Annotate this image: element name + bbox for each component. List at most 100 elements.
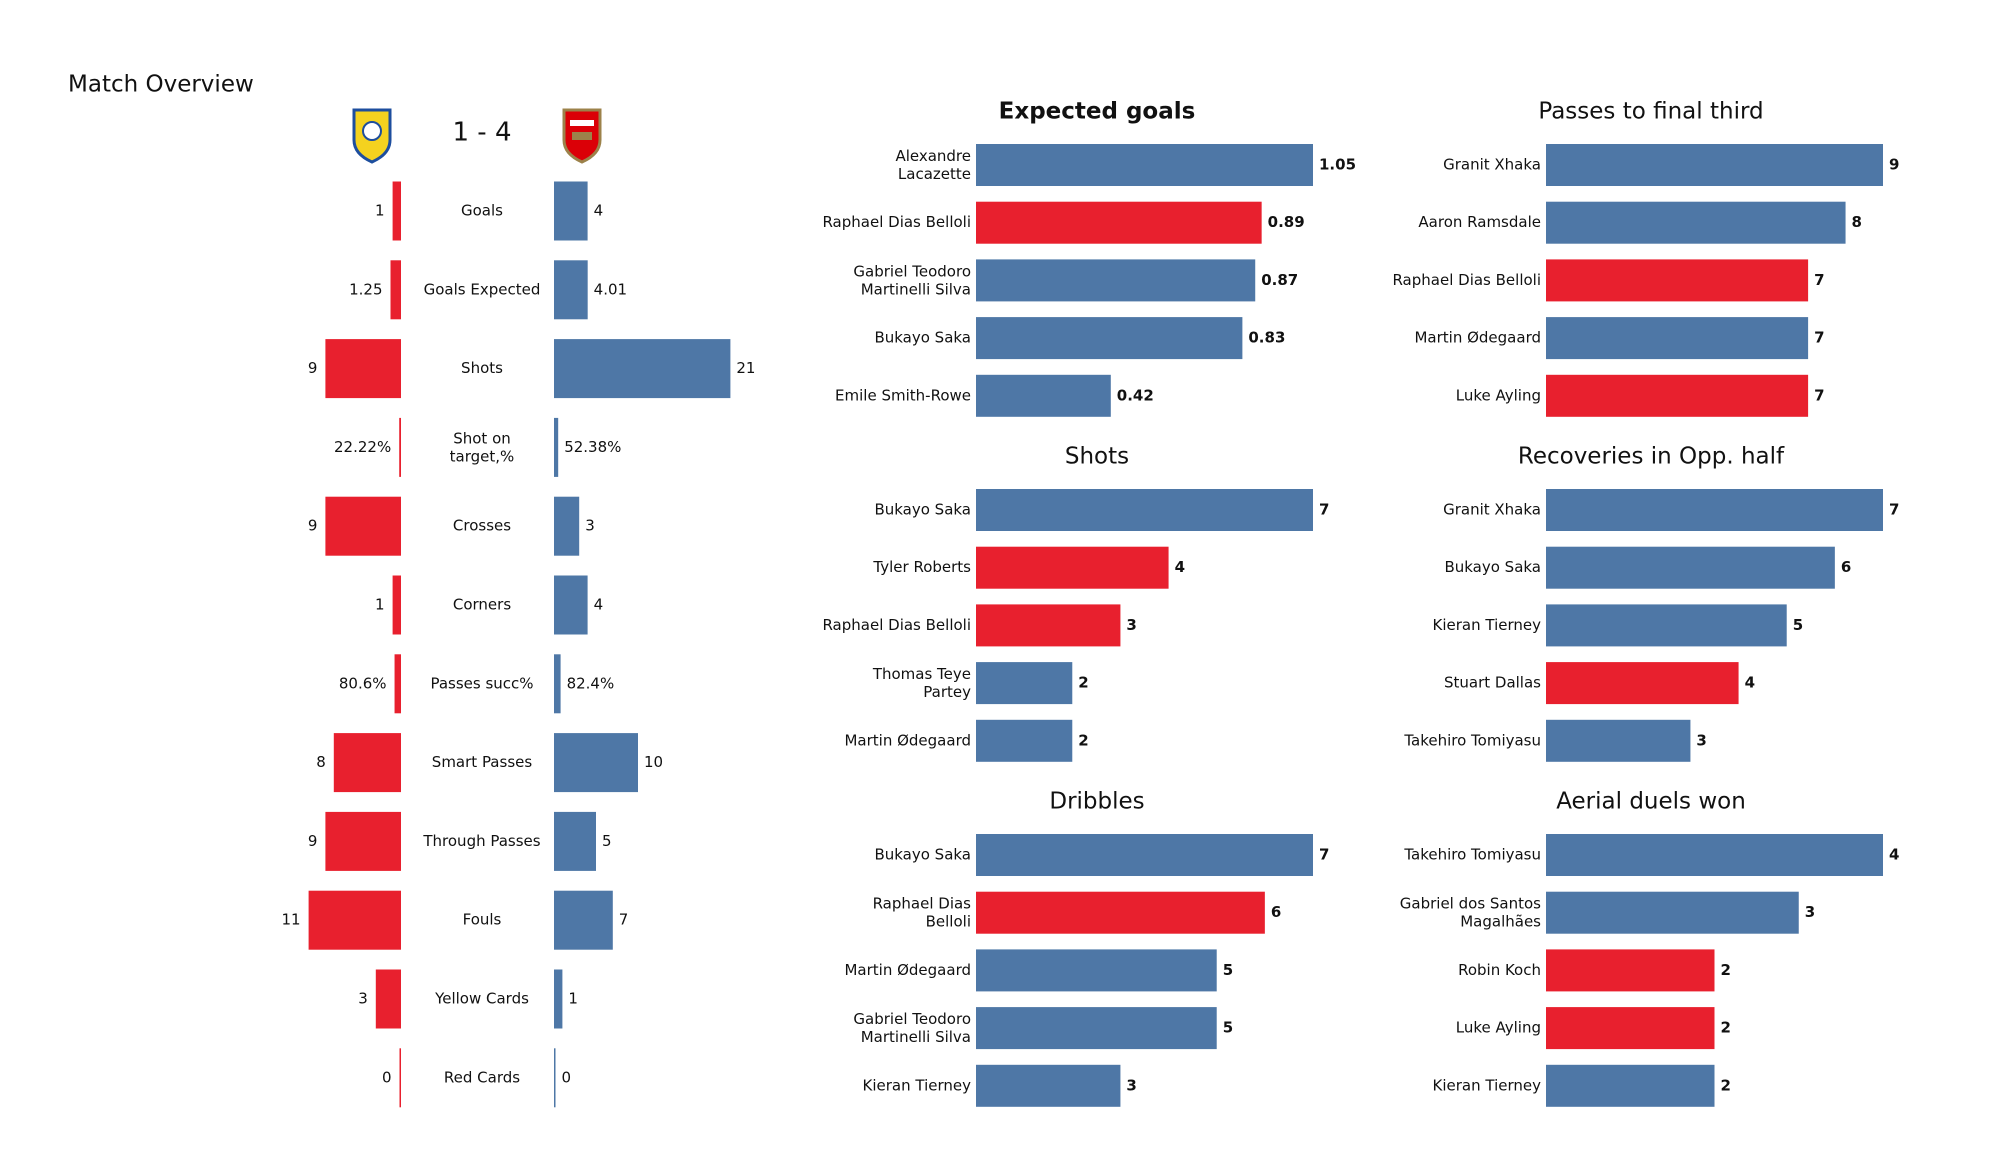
player-label: Granit Xhaka: [1443, 156, 1541, 174]
away-bar: [554, 1048, 556, 1108]
home-bar: [390, 260, 401, 320]
home-value-label: 1: [375, 202, 385, 220]
player-label: Gabriel Teodoro Martinelli Silva: [853, 1010, 971, 1046]
home-value-label: 9: [308, 832, 318, 850]
bar: [976, 546, 1169, 589]
away-value-label: 82.4%: [567, 674, 615, 692]
value-label: 2: [1078, 674, 1088, 692]
home-value-label: 8: [316, 753, 326, 771]
player-label: Kieran Tierney: [863, 1076, 972, 1094]
player-label: Takehiro Tomiyasu: [1403, 846, 1541, 864]
away-value-label: 4: [594, 202, 604, 220]
home-bar: [325, 496, 401, 556]
value-label: 0.42: [1117, 386, 1154, 404]
home-value-label: 9: [308, 359, 318, 377]
away-logo: [562, 108, 602, 164]
away-bar: [554, 969, 563, 1029]
home-value-label: 0: [382, 1068, 392, 1086]
player-label: Luke Ayling: [1456, 1019, 1541, 1037]
bar: [976, 834, 1313, 876]
player-label: Gabriel Teodoro Martinelli Silva: [853, 262, 971, 298]
home-bar: [325, 811, 401, 871]
metric-label: Crosses: [453, 517, 511, 535]
player-label: Luke Ayling: [1456, 386, 1541, 404]
bar: [976, 374, 1111, 417]
metric-label: Shots: [461, 359, 503, 377]
player-label: Stuart Dallas: [1444, 674, 1541, 692]
chart-title: Shots: [1065, 444, 1129, 470]
chart-title: Expected goals: [999, 99, 1196, 125]
bar: [1546, 546, 1835, 589]
value-label: 7: [1319, 501, 1329, 519]
bar: [976, 1064, 1121, 1107]
bar: [976, 489, 1313, 531]
bar: [1546, 834, 1883, 876]
bar: [976, 891, 1265, 934]
away-value-label: 7: [619, 911, 629, 929]
home-bar: [325, 339, 401, 399]
home-bar: [308, 890, 401, 950]
away-bar: [554, 417, 559, 477]
value-label: 2: [1721, 1076, 1731, 1094]
player-label: Raphael Dias Belloli: [822, 213, 971, 231]
home-bar: [399, 417, 401, 477]
value-label: 8: [1852, 213, 1862, 231]
value-label: 2: [1721, 961, 1731, 979]
home-bar: [375, 969, 401, 1029]
player-label: Martin Ødegaard: [844, 961, 971, 979]
bar: [1546, 719, 1691, 762]
chart-title: Recoveries in Opp. half: [1518, 444, 1785, 470]
player-label: Kieran Tierney: [1433, 616, 1542, 634]
player-label: Aaron Ramsdale: [1418, 213, 1541, 231]
value-label: 3: [1805, 903, 1815, 921]
bar: [1546, 949, 1715, 992]
home-bar: [394, 654, 401, 714]
away-bar: [554, 496, 580, 556]
player-label: Robin Koch: [1458, 961, 1541, 979]
home-value-label: 22.22%: [334, 438, 391, 456]
value-label: 3: [1126, 1076, 1136, 1094]
home-value-label: 11: [282, 911, 301, 929]
value-label: 3: [1126, 616, 1136, 634]
value-label: 9: [1889, 156, 1899, 174]
metric-label: Yellow Cards: [434, 990, 529, 1008]
value-label: 6: [1841, 558, 1851, 576]
player-label: Bukayo Saka: [874, 501, 971, 519]
bar: [1546, 891, 1799, 934]
metric-label: Goals Expected: [424, 280, 541, 298]
player-label: Alexandre Lacazette: [895, 147, 971, 183]
bar: [1546, 374, 1809, 417]
away-bar: [554, 733, 638, 793]
metric-label: Red Cards: [444, 1068, 520, 1086]
away-value-label: 52.38%: [564, 438, 621, 456]
value-label: 6: [1271, 903, 1281, 921]
chart-title: Aerial duels won: [1556, 789, 1746, 815]
value-label: 7: [1814, 386, 1824, 404]
bar: [1546, 1064, 1715, 1107]
value-label: 3: [1696, 731, 1706, 749]
home-bar: [392, 575, 401, 635]
value-label: 2: [1078, 731, 1088, 749]
player-label: Granit Xhaka: [1443, 501, 1541, 519]
player-label: Raphael Dias Belloli: [822, 616, 971, 634]
value-label: 7: [1319, 846, 1329, 864]
player-label: Bukayo Saka: [874, 846, 971, 864]
away-value-label: 1: [568, 990, 578, 1008]
value-label: 5: [1223, 961, 1233, 979]
home-logo: [352, 108, 392, 164]
bar: [1546, 1007, 1715, 1050]
bar: [976, 719, 1073, 762]
player-label: Emile Smith-Rowe: [835, 386, 971, 404]
home-bar: [399, 1048, 401, 1108]
away-bar: [554, 575, 588, 635]
bar: [1546, 259, 1809, 302]
bar: [1546, 662, 1739, 705]
score: 1 - 4: [453, 118, 512, 148]
value-label: 0.87: [1261, 271, 1298, 289]
bar: [1546, 317, 1809, 360]
metric-label: Shot on target,%: [450, 429, 515, 465]
away-value-label: 4: [594, 596, 604, 614]
value-label: 5: [1793, 616, 1803, 634]
away-bar: [554, 339, 731, 399]
